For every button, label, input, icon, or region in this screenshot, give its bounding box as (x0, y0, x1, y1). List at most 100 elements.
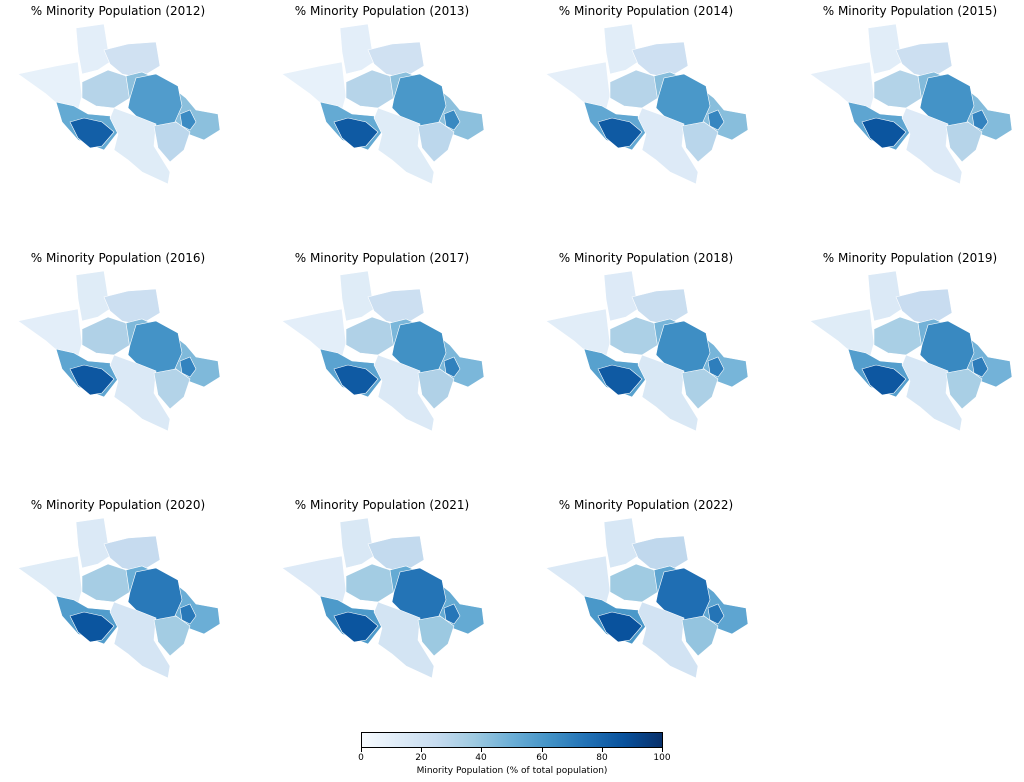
colorbar-tick-label: 40 (475, 753, 487, 763)
region-northwest (603, 23, 639, 75)
map-panel-2016: % Minority Population (2016) (18, 247, 258, 447)
choropleth-map (18, 23, 221, 185)
colorbar-tick-label: 80 (596, 753, 608, 763)
colorbar-tick (542, 748, 543, 752)
map-panel-2020: % Minority Population (2020) (18, 494, 258, 694)
region-east-core (391, 73, 447, 129)
choropleth-map (546, 517, 749, 679)
panel-title: % Minority Population (2019) (822, 251, 998, 265)
region-east-core (919, 320, 975, 376)
choropleth-map (546, 270, 749, 432)
region-southwest-core (69, 364, 115, 396)
panel-title: % Minority Population (2016) (30, 251, 206, 265)
region-pocket (179, 109, 197, 131)
region-east-core (655, 567, 711, 623)
region-north (631, 41, 689, 79)
choropleth-map (810, 270, 1013, 432)
region-southeast (153, 615, 191, 657)
region-southwest-core (333, 117, 379, 149)
panel-title: % Minority Population (2020) (30, 498, 206, 512)
region-north (103, 288, 161, 326)
region-center-north (873, 69, 923, 109)
region-southeast (417, 368, 455, 410)
region-center-north (345, 69, 395, 109)
region-northwest (75, 23, 111, 75)
region-southwest-core (597, 364, 643, 396)
panel-title: % Minority Population (2022) (558, 498, 734, 512)
region-southwest-core (597, 611, 643, 643)
region-east-core (655, 320, 711, 376)
colorbar-tick-label: 0 (358, 753, 364, 763)
choropleth-map (18, 517, 221, 679)
region-northwest (75, 270, 111, 322)
region-center-north (873, 316, 923, 356)
region-center-north (345, 316, 395, 356)
map-panel-2022: % Minority Population (2022) (546, 494, 786, 694)
colorbar-tick (421, 748, 422, 752)
region-southeast (681, 368, 719, 410)
colorbar-tick-label: 60 (536, 753, 548, 763)
region-southwest-core (597, 117, 643, 149)
panel-title: % Minority Population (2017) (294, 251, 470, 265)
region-center-north (609, 563, 659, 603)
panel-title: % Minority Population (2014) (558, 4, 734, 18)
region-pocket (443, 109, 461, 131)
region-pocket (443, 603, 461, 625)
region-southeast (153, 121, 191, 163)
panel-title: % Minority Population (2015) (822, 4, 998, 18)
panel-title: % Minority Population (2012) (30, 4, 206, 18)
region-southwest-core (861, 117, 907, 149)
region-northwest (867, 23, 903, 75)
region-northwest (603, 270, 639, 322)
colorbar (361, 732, 663, 748)
region-east-core (655, 73, 711, 129)
map-panel-2015: % Minority Population (2015) (810, 0, 1024, 200)
region-center-north (609, 69, 659, 109)
region-southeast (945, 368, 983, 410)
colorbar-label: Minority Population (% of total populati… (416, 766, 608, 776)
region-north (367, 41, 425, 79)
region-east-core (919, 73, 975, 129)
region-southwest-core (861, 364, 907, 396)
choropleth-map (282, 23, 485, 185)
region-north (367, 535, 425, 573)
region-southeast (417, 121, 455, 163)
map-panel-2021: % Minority Population (2021) (282, 494, 522, 694)
region-center-north (81, 69, 131, 109)
panel-title: % Minority Population (2013) (294, 4, 470, 18)
region-southwest-core (333, 364, 379, 396)
colorbar-tick (662, 748, 663, 752)
region-pocket (971, 109, 989, 131)
colorbar-tick-label: 100 (653, 753, 671, 763)
region-north (367, 288, 425, 326)
choropleth-map (546, 23, 749, 185)
region-east-core (391, 567, 447, 623)
region-center-north (609, 316, 659, 356)
map-panel-2019: % Minority Population (2019) (810, 247, 1024, 447)
panel-title: % Minority Population (2018) (558, 251, 734, 265)
region-southeast (153, 368, 191, 410)
region-pocket (971, 356, 989, 378)
region-southeast (681, 121, 719, 163)
region-southeast (945, 121, 983, 163)
colorbar-tick (602, 748, 603, 752)
panel-title: % Minority Population (2021) (294, 498, 470, 512)
region-pocket (179, 603, 197, 625)
region-southeast (417, 615, 455, 657)
map-panel-2014: % Minority Population (2014) (546, 0, 786, 200)
colorbar-tick-label: 20 (415, 753, 427, 763)
region-northwest (867, 270, 903, 322)
region-pocket (707, 603, 725, 625)
region-northwest (339, 23, 375, 75)
region-southeast (681, 615, 719, 657)
region-northwest (339, 270, 375, 322)
region-east-core (127, 320, 183, 376)
region-southwest-core (333, 611, 379, 643)
region-center-north (345, 563, 395, 603)
choropleth-map (18, 270, 221, 432)
region-north (103, 535, 161, 573)
region-north (631, 288, 689, 326)
map-panel-2012: % Minority Population (2012) (18, 0, 258, 200)
region-north (895, 41, 953, 79)
choropleth-map (810, 23, 1013, 185)
